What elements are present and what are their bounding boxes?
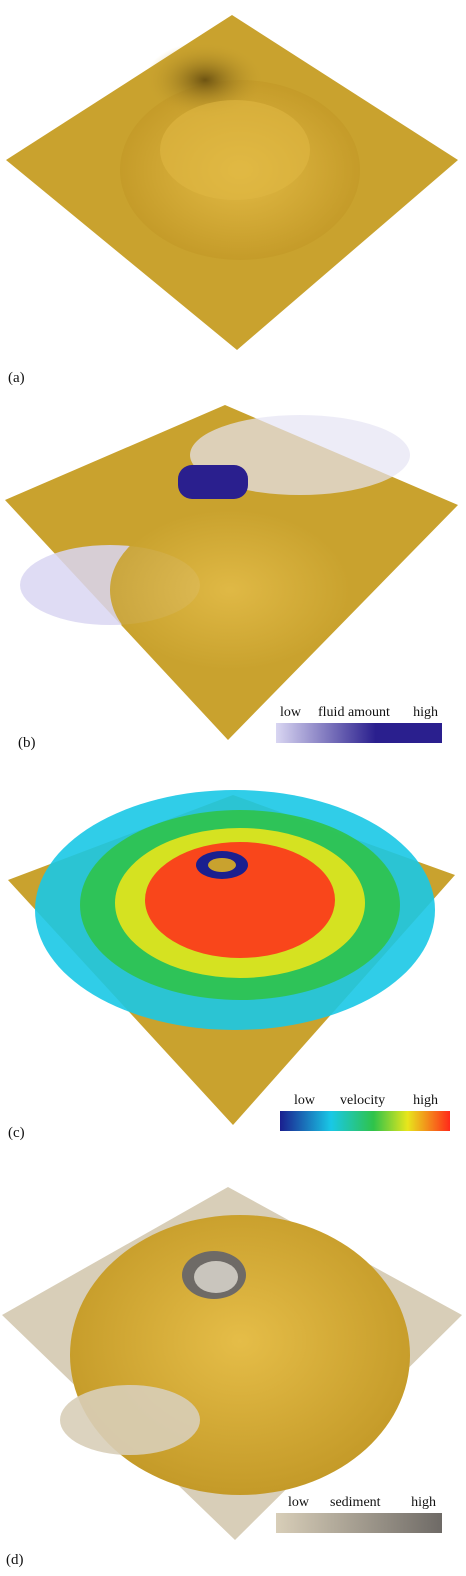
legend-color-bar — [276, 723, 442, 743]
terrain-render-c — [8, 790, 455, 1125]
panel-label: (c) — [8, 1125, 25, 1141]
fluid-legend: low fluid amount high — [276, 705, 442, 743]
legend-low-label: low — [280, 705, 301, 720]
panel-a: (a) — [0, 0, 466, 395]
legend-title: velocity — [340, 1093, 386, 1108]
legend-high-label: high — [413, 1093, 438, 1108]
legend-low-label: low — [288, 1495, 309, 1510]
panel-label: (a) — [8, 370, 25, 386]
velocity-legend: low velocity high — [280, 1093, 450, 1131]
legend-title: sediment — [330, 1495, 381, 1510]
panel-d: low sediment high (d) — [0, 1175, 466, 1576]
terrain-render-d — [2, 1187, 462, 1540]
legend-color-bar — [276, 1513, 442, 1533]
legend-color-bar — [280, 1111, 450, 1131]
crater-lake — [178, 465, 248, 499]
legend-high-label: high — [413, 705, 438, 720]
terrain-render-a — [6, 15, 458, 350]
panel-c: low velocity high (c) — [0, 785, 466, 1175]
panel-label: (d) — [6, 1552, 24, 1568]
terrain-render-b — [5, 405, 458, 740]
panel-b: low fluid amount high (b) — [0, 395, 466, 785]
legend-high-label: high — [411, 1495, 436, 1510]
crater-shadow — [145, 42, 265, 118]
panel-label: (b) — [18, 735, 36, 751]
legend-low-label: low — [294, 1093, 315, 1108]
legend-title: fluid amount — [318, 705, 390, 720]
sediment-legend: low sediment high — [276, 1495, 442, 1533]
